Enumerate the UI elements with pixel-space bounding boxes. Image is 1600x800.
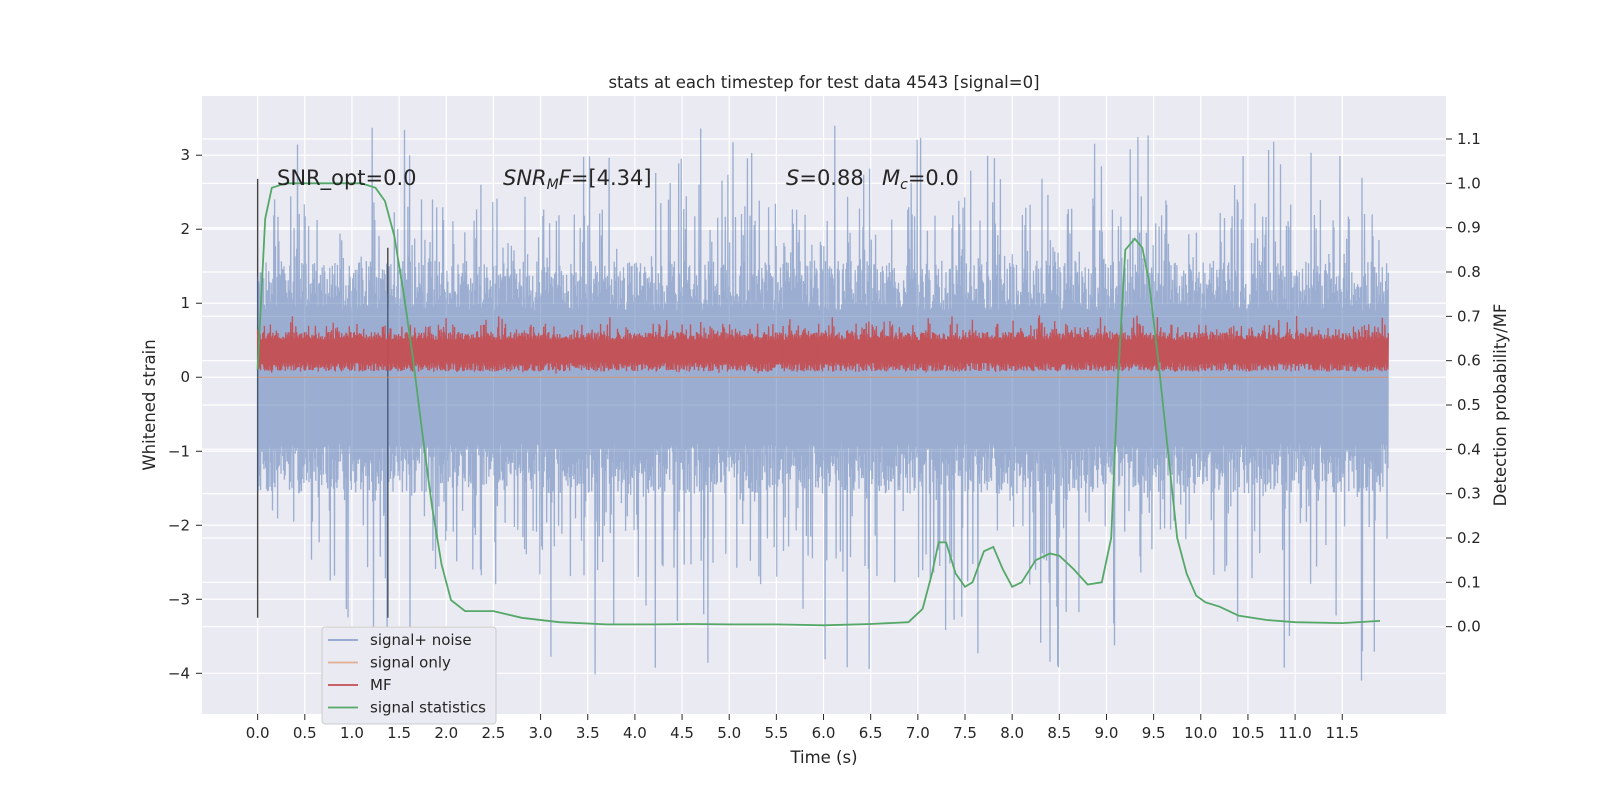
x-tick-label: 7.5 bbox=[953, 724, 977, 742]
chart-title: stats at each timestep for test data 454… bbox=[608, 73, 1039, 92]
x-tick-label: 3.0 bbox=[529, 724, 553, 742]
x-tick-label: 11.5 bbox=[1326, 724, 1359, 742]
y-tick-label: 0 bbox=[180, 368, 190, 386]
y-axis-left: 3 2 1 0 −1 −2 −3 −4 bbox=[168, 146, 202, 682]
x-tick-label: 1.0 bbox=[340, 724, 364, 742]
y2-tick-label: 0.1 bbox=[1457, 573, 1481, 591]
x-tick-label: 9.0 bbox=[1095, 724, 1119, 742]
y-tick-label: 2 bbox=[180, 220, 190, 238]
y2-tick-label: 1.1 bbox=[1457, 130, 1481, 148]
legend: signal+ noise signal only MF signal statist… bbox=[321, 626, 497, 725]
y2-tick-label: 0.4 bbox=[1457, 440, 1481, 458]
x-tick-label: 6.0 bbox=[812, 724, 836, 742]
snr-opt-annotation: SNR_opt=0.0 bbox=[277, 166, 417, 191]
y2-tick-label: 0.8 bbox=[1457, 263, 1481, 281]
x-axis-label: Time (s) bbox=[789, 748, 857, 767]
mf-line bbox=[256, 315, 1389, 374]
x-tick-label: 10.0 bbox=[1184, 724, 1217, 742]
y2-tick-label: 0.2 bbox=[1457, 529, 1481, 547]
annotations: SNR_opt=0.0 SNRMF=[4.34] S=0.88 Mc=0.0 bbox=[277, 166, 959, 193]
legend-box bbox=[321, 626, 497, 725]
x-tick-label: 10.5 bbox=[1231, 724, 1264, 742]
y2-tick-label: 0.0 bbox=[1457, 618, 1481, 636]
x-tick-label: 8.5 bbox=[1047, 724, 1071, 742]
x-axis: 0.0 0.5 1.0 1.5 2.0 2.5 3.0 3.5 4.0 4.5 5.0 5.5 6.0 6… bbox=[246, 714, 1359, 742]
y2-tick-label: 0.7 bbox=[1457, 307, 1481, 325]
x-tick-label: 0.0 bbox=[246, 724, 270, 742]
signal-statistics-line bbox=[256, 182, 1381, 627]
y2-tick-label: 0.6 bbox=[1457, 352, 1481, 370]
legend-item-label: signal+ noise bbox=[370, 631, 472, 649]
y-tick-label: −3 bbox=[168, 590, 190, 608]
x-tick-label: 4.0 bbox=[623, 724, 647, 742]
y-axis-right: 1.1 1.0 0.9 0.8 0.7 0.6 0.5 0.4 0.3 0.2 0.1 0.0 bbox=[1446, 130, 1481, 636]
y-tick-label: −4 bbox=[168, 664, 190, 682]
y-axis-label: Whitened strain bbox=[140, 339, 159, 470]
y2-tick-label: 1.0 bbox=[1457, 174, 1481, 192]
data-layer bbox=[256, 125, 1389, 681]
signal-noise-line bbox=[256, 125, 1389, 681]
mc-annotation: Mc=0.0 bbox=[882, 166, 959, 193]
x-tick-label: 3.5 bbox=[576, 724, 600, 742]
x-tick-label: 2.0 bbox=[434, 724, 458, 742]
snr-mf-annotation: SNRMF=[4.34] bbox=[503, 166, 652, 193]
x-tick-label: 1.5 bbox=[387, 724, 411, 742]
y2-tick-label: 0.5 bbox=[1457, 396, 1481, 414]
y-tick-label: −1 bbox=[168, 442, 190, 460]
y-tick-label: −2 bbox=[168, 516, 190, 534]
legend-item-label: signal only bbox=[370, 654, 451, 672]
x-tick-label: 11.0 bbox=[1278, 724, 1311, 742]
y-tick-label: 1 bbox=[180, 294, 190, 312]
x-tick-label: 2.5 bbox=[482, 724, 506, 742]
y2-tick-label: 0.9 bbox=[1457, 219, 1481, 237]
x-tick-label: 7.0 bbox=[906, 724, 930, 742]
x-tick-label: 9.5 bbox=[1142, 724, 1166, 742]
x-tick-label: 5.0 bbox=[717, 724, 741, 742]
x-tick-label: 4.5 bbox=[670, 724, 694, 742]
s-annotation: S=0.88 bbox=[786, 166, 864, 190]
x-tick-label: 5.5 bbox=[764, 724, 788, 742]
legend-item-label: signal statistics bbox=[370, 699, 486, 717]
x-tick-label: 6.5 bbox=[859, 724, 883, 742]
x-tick-label: 0.5 bbox=[293, 724, 317, 742]
x-tick-label: 8.0 bbox=[1000, 724, 1024, 742]
legend-item-label: MF bbox=[370, 676, 392, 694]
y2-axis-label: Detection probability/MF bbox=[1491, 304, 1510, 507]
y2-tick-label: 0.3 bbox=[1457, 485, 1481, 503]
y-tick-label: 3 bbox=[180, 146, 190, 164]
